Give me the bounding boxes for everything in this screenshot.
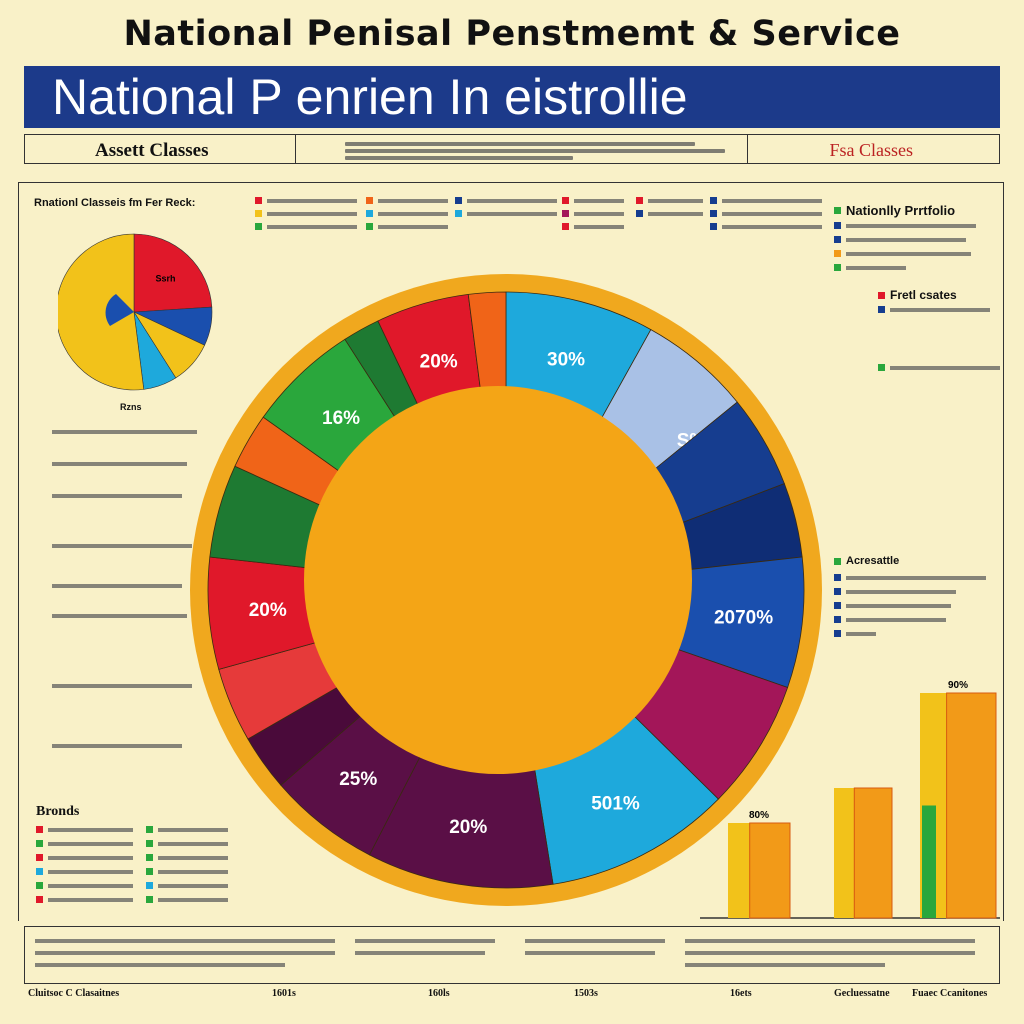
bar <box>946 692 997 919</box>
fsa-classes-label: Fsa Classes <box>829 140 913 160</box>
banner-title: National P enrien In eistrollie <box>24 66 1000 128</box>
bottom-notes <box>24 926 1000 984</box>
bar <box>853 787 893 919</box>
page-title: National Penisal Penstmemt & Service <box>123 14 901 54</box>
donut-slice-label: 2070% <box>714 607 773 628</box>
bar-label: 80% <box>749 810 769 821</box>
small-pie-slice <box>133 233 213 313</box>
donut-slice-label: 25% <box>339 769 377 790</box>
divider <box>747 135 748 163</box>
subheader-text <box>345 139 725 163</box>
small-pie-title: Rnationl Classeis fm Fer Reck: <box>34 197 196 209</box>
divider <box>295 135 296 163</box>
small-pie-bottom-label: Rzns <box>120 402 142 412</box>
donut-center <box>304 386 692 774</box>
subheader-bar: Assett Classes Fsa Classes <box>24 134 1000 164</box>
asset-heading: Acresattle <box>834 555 899 567</box>
footer-item: 16ets <box>730 988 752 999</box>
footer-item: Fuaec Ccanitones <box>912 988 988 999</box>
asset-classes-label: Assett Classes <box>95 140 209 161</box>
donut-slice-label: 501% <box>591 793 640 814</box>
donut-slice-label: 20% <box>449 817 487 838</box>
bar <box>749 822 791 919</box>
small-pie-slice <box>58 233 145 391</box>
chart-frame <box>18 182 1004 921</box>
bar <box>834 788 855 918</box>
footer-item: Gecluessatne <box>834 988 890 999</box>
bar-label: 90% <box>948 680 968 691</box>
donut-slice-label: 20% <box>420 352 458 373</box>
bar <box>728 823 750 918</box>
bar-chart: 80% 90% <box>700 680 1000 919</box>
footer-item: Cluitsoc C Clasaitnes <box>28 988 120 999</box>
footer-item: 1503s <box>574 988 598 999</box>
small-pie-accent <box>105 294 134 326</box>
asset-title: Acresattle <box>846 555 900 567</box>
bonds-title: Bronds <box>36 804 80 819</box>
fretl-title: Fretl csates <box>890 288 957 302</box>
main-donut-chart: 30%S%2070%501%20%25%20%16%20% <box>190 274 822 906</box>
footer-item: 1601s <box>272 988 296 999</box>
small-pie-chart: Ssrh <box>58 233 213 391</box>
fretl-heading: Fretl csates <box>878 288 957 302</box>
small-pie-label: Ssrh <box>155 273 175 283</box>
footer-item: 160ls <box>428 988 450 999</box>
donut-slice-label: 30% <box>547 350 585 371</box>
donut-slice-label: 20% <box>249 600 287 621</box>
portfolio-heading: Nationlly Prrtfolio <box>834 203 955 218</box>
donut-slice-label: 16% <box>322 408 360 429</box>
bar-segment <box>922 805 936 918</box>
portfolio-title: Nationlly Prrtfolio <box>846 203 956 218</box>
